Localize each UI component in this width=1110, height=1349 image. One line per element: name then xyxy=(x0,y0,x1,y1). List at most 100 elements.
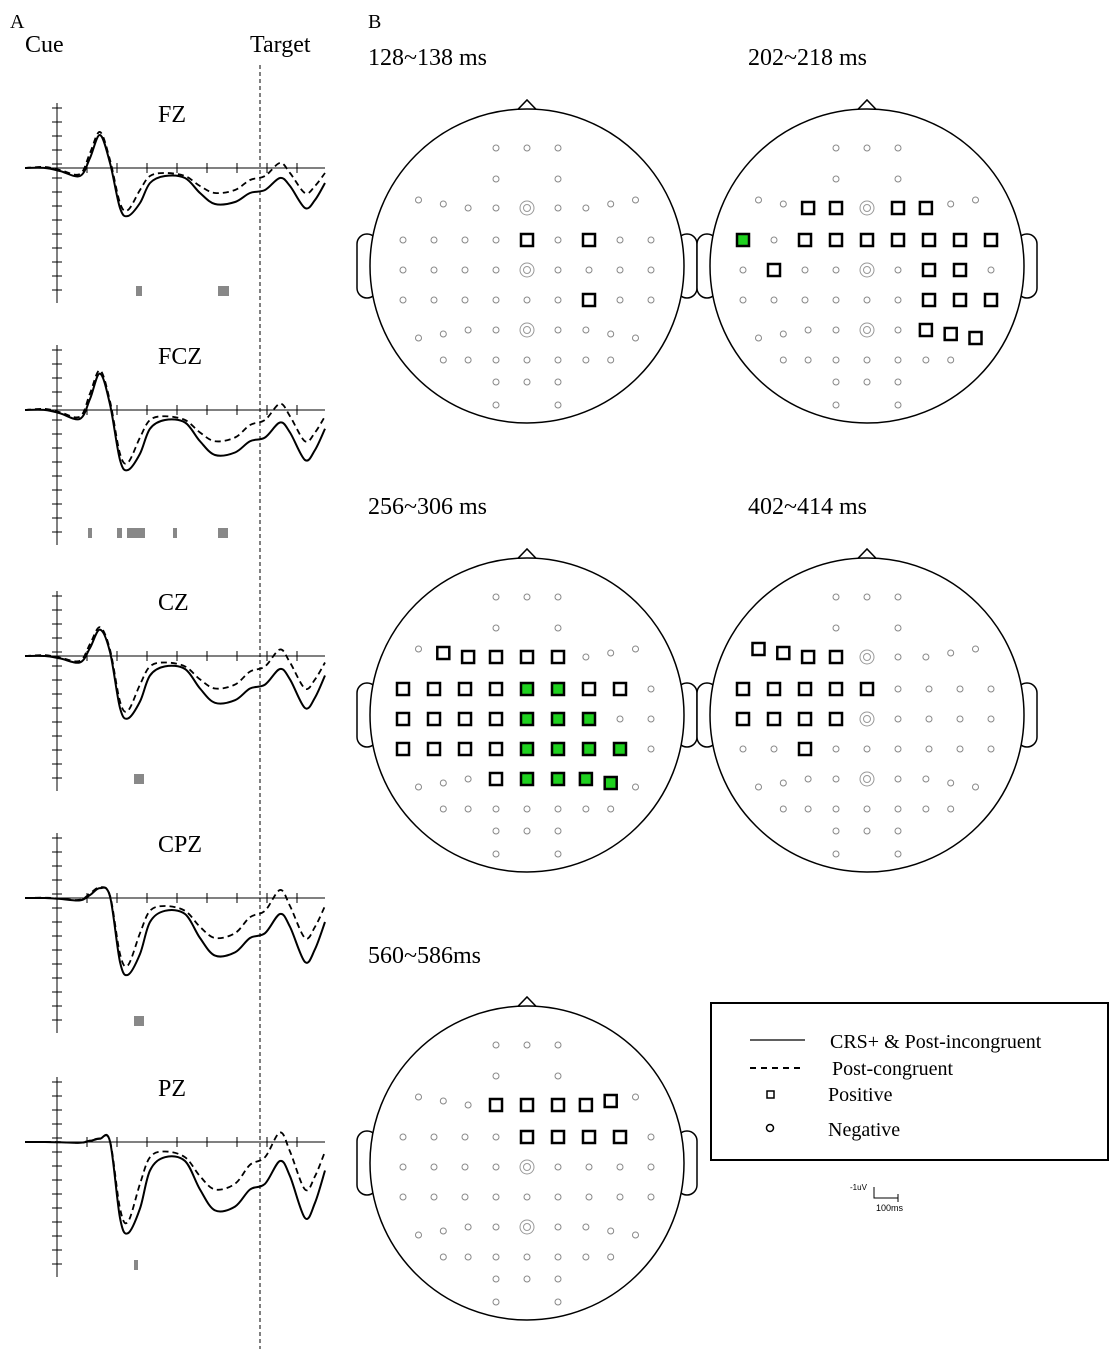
electrode-positive xyxy=(735,711,751,727)
electrode-negative xyxy=(554,266,562,274)
electrode-center xyxy=(859,649,875,665)
electrode-negative xyxy=(415,1093,422,1101)
electrode-center xyxy=(519,1159,535,1175)
electrode-positive xyxy=(460,649,476,665)
electrode-negative xyxy=(632,783,639,791)
electrode-positive xyxy=(921,262,937,278)
electrode-negative xyxy=(632,196,639,204)
electrode-negative xyxy=(399,1133,407,1141)
electrode-center xyxy=(519,262,535,278)
electrode-negative xyxy=(779,356,787,364)
electrode-center xyxy=(523,326,531,334)
electrode-negative xyxy=(492,1193,500,1201)
electrode-negative xyxy=(464,326,472,334)
electrode-positive xyxy=(519,711,535,727)
significance-bar xyxy=(127,528,145,538)
electrode-negative xyxy=(894,356,902,364)
electrode-positive xyxy=(828,711,844,727)
electrode-negative xyxy=(582,805,590,813)
channel-label: CZ xyxy=(158,590,189,616)
electrode-negative xyxy=(554,1193,562,1201)
electrode-positive xyxy=(828,681,844,697)
significance-bar xyxy=(134,774,144,784)
electrode-negative xyxy=(739,745,747,753)
electrode-negative xyxy=(492,1072,500,1080)
electrode-positive xyxy=(519,1129,535,1145)
electrode-negative xyxy=(755,783,762,791)
electrode-negative xyxy=(832,266,840,274)
electrode-positive xyxy=(395,741,411,757)
electrode-center xyxy=(863,775,871,783)
electrode-positive xyxy=(735,681,751,697)
electrode-positive xyxy=(797,711,813,727)
legend-box xyxy=(710,1002,1109,1161)
electrode-negative xyxy=(554,356,562,364)
electrode-negative xyxy=(523,1275,531,1283)
electrode-negative xyxy=(894,850,902,858)
significance-bar xyxy=(134,1260,138,1270)
electrode-positive xyxy=(828,200,844,216)
significance-bar xyxy=(218,286,229,296)
electrode-positive xyxy=(751,641,766,657)
electrode-negative xyxy=(987,745,995,753)
electrode-negative xyxy=(492,378,500,386)
electrode-positive xyxy=(488,771,504,787)
electrode-negative xyxy=(647,266,655,274)
electrode-negative xyxy=(585,266,593,274)
electrode-positive xyxy=(395,711,411,727)
electrode-negative xyxy=(925,685,933,693)
electrode-negative xyxy=(987,685,995,693)
electrode-negative xyxy=(922,653,930,661)
electrode-negative xyxy=(779,805,787,813)
electrode-negative xyxy=(832,827,840,835)
electrode-positive xyxy=(859,681,875,697)
electrode-negative xyxy=(616,236,624,244)
electrode-negative xyxy=(585,1193,593,1201)
electrode-positive xyxy=(983,232,999,248)
electrode-negative xyxy=(804,356,812,364)
electrode-positive xyxy=(828,649,844,665)
electrode-negative xyxy=(616,1163,624,1171)
electrode-negative xyxy=(523,1041,531,1049)
electrode-negative xyxy=(832,805,840,813)
electrode-negative xyxy=(439,330,447,338)
electrode-positive xyxy=(550,681,566,697)
electrode-negative xyxy=(779,200,787,208)
electrode-negative xyxy=(972,645,979,653)
channel-label: FCZ xyxy=(158,344,202,370)
electrode-negative xyxy=(430,236,438,244)
electrode-positive xyxy=(519,1097,535,1113)
electrode-negative xyxy=(632,645,639,653)
electrode-negative xyxy=(554,850,562,858)
electrode-negative xyxy=(582,1253,590,1261)
electrode-positive xyxy=(952,292,968,308)
electrode-negative xyxy=(523,1193,531,1201)
electrode-negative xyxy=(956,745,964,753)
electrode-center xyxy=(523,1223,531,1231)
electrode-negative xyxy=(554,827,562,835)
scale-bar xyxy=(873,1187,899,1202)
electrode-negative xyxy=(554,144,562,152)
electrode-positive xyxy=(550,1129,566,1145)
electrode-negative xyxy=(947,779,955,787)
electrode-negative xyxy=(972,196,979,204)
electrode-negative xyxy=(832,175,840,183)
electrode-negative xyxy=(554,296,562,304)
electrode-positive xyxy=(921,292,937,308)
electrode-negative xyxy=(925,715,933,723)
electrode-negative xyxy=(863,593,871,601)
electrode-center xyxy=(863,653,871,661)
electrode-positive xyxy=(890,200,906,216)
electrode-negative xyxy=(439,805,447,813)
electrode-negative xyxy=(399,236,407,244)
electrode-positive xyxy=(457,711,473,727)
significance-bar xyxy=(134,1016,144,1026)
electrode-positive xyxy=(488,1097,504,1113)
electrode-negative xyxy=(554,1163,562,1171)
electrode-center xyxy=(863,266,871,274)
electrode-negative xyxy=(616,715,624,723)
waveform-dashed xyxy=(24,886,326,968)
map-time-label: 202~218 ms xyxy=(748,45,867,71)
electrode-negative xyxy=(894,827,902,835)
electrode-negative xyxy=(894,266,902,274)
